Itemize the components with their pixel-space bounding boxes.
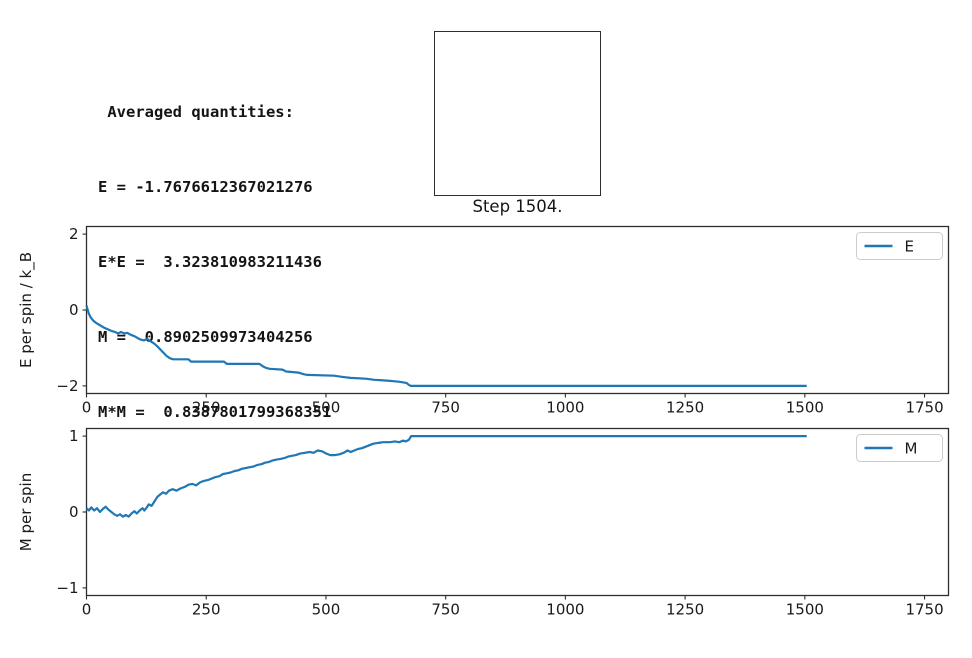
x-tick-label: 1750	[905, 399, 943, 417]
x-tick-label: 1000	[546, 601, 584, 619]
y-tick-label: −2	[56, 377, 78, 395]
legend-label: E	[905, 238, 914, 256]
x-tick-label: 750	[431, 399, 460, 417]
x-tick-label: 1500	[786, 399, 824, 417]
y-tick-label: 0	[69, 503, 79, 521]
x-tick-label: 1250	[666, 601, 704, 619]
x-tick-label: 1750	[905, 601, 943, 619]
avg-magnetization-squared-line: M*M = 0.8387801799368351	[98, 403, 332, 421]
series-line-M	[85, 435, 807, 518]
y-tick-label: 0	[69, 301, 79, 319]
axes-frame	[85, 225, 950, 395]
x-tick-label: 250	[192, 601, 221, 619]
x-tick-label: 500	[312, 399, 341, 417]
legend-box	[856, 434, 943, 462]
avg-energy-line: E = -1.7676612367021276	[98, 178, 313, 196]
legend-label: M	[905, 440, 918, 458]
x-tick-label: 0	[82, 601, 92, 619]
y-axis-label: E per spin / k_B	[17, 252, 36, 368]
legend-box	[856, 232, 943, 260]
step-caption: Step 1504.	[472, 197, 563, 216]
x-tick-label: 1500	[786, 601, 824, 619]
series-line-E	[85, 305, 807, 387]
y-tick-label: −1	[56, 579, 78, 597]
y-tick-label: 2	[69, 225, 79, 243]
x-tick-label: 500	[312, 601, 341, 619]
x-tick-label: 1000	[546, 399, 584, 417]
y-tick-label: 1	[69, 427, 79, 445]
legend: E	[856, 232, 943, 260]
avg-magnetization-line: M = 0.8902509973404256	[98, 328, 313, 346]
x-tick-label: 0	[82, 399, 92, 417]
lattice-view-box	[434, 31, 601, 196]
averaged-quantities-title: Averaged quantities:	[98, 103, 294, 121]
x-tick-label: 1250	[666, 399, 704, 417]
averaged-quantities-block: Averaged quantities: E = -1.767661236702…	[98, 50, 331, 475]
avg-energy-squared-line: E*E = 3.323810983211436	[98, 253, 322, 271]
x-tick-label: 250	[192, 399, 221, 417]
y-axis-label: M per spin	[17, 473, 35, 551]
legend: M	[856, 434, 943, 462]
axes-frame	[85, 427, 950, 597]
x-tick-label: 750	[431, 601, 460, 619]
